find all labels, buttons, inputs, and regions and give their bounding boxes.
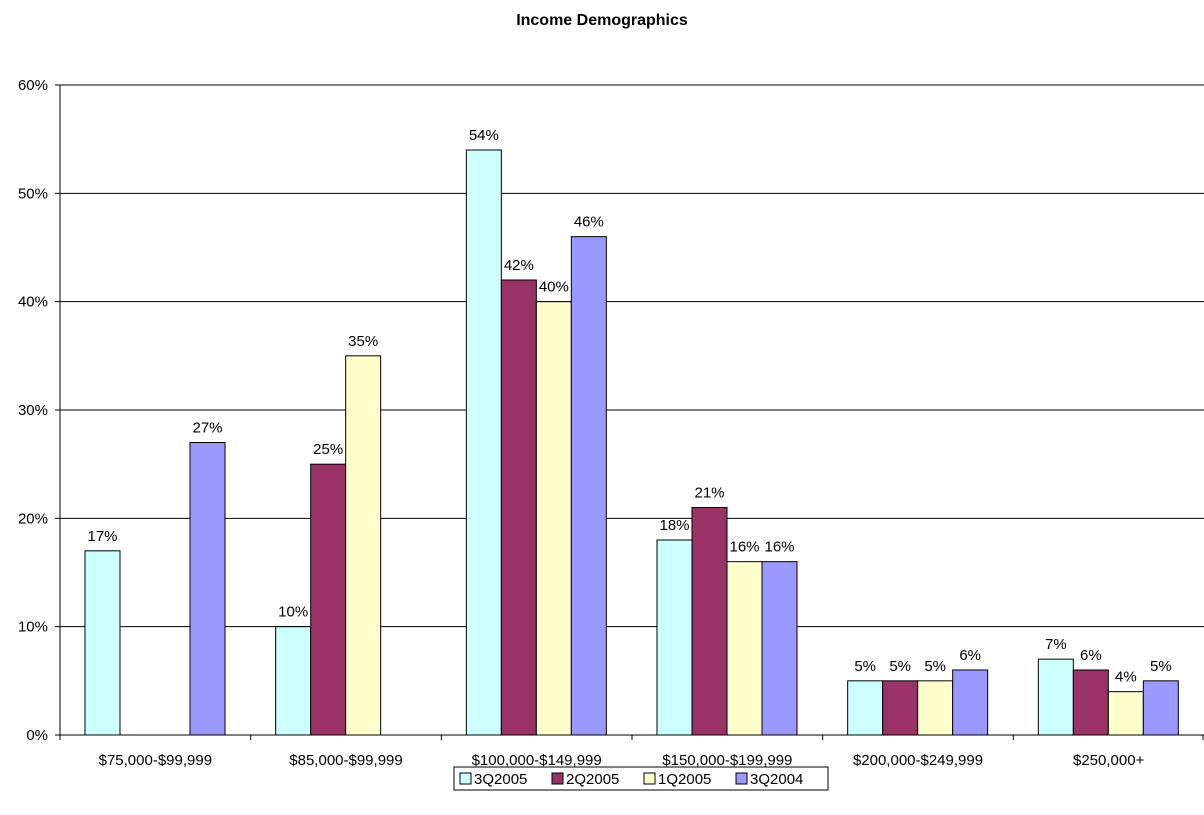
y-tick-label: 30% xyxy=(18,402,48,419)
data-label: 21% xyxy=(694,485,724,502)
data-label: 16% xyxy=(729,539,759,556)
y-tick-label: 20% xyxy=(18,510,48,527)
x-tick-label: $150,000-$199,999 xyxy=(662,752,792,769)
bar-1Q2005-4 xyxy=(917,680,954,736)
data-label: 6% xyxy=(959,647,981,664)
x-tick-label: $200,000-$249,999 xyxy=(853,752,983,769)
x-tick-label: $85,000-$99,999 xyxy=(289,752,402,769)
bar-3Q2004-3 xyxy=(761,561,798,736)
data-label: 5% xyxy=(924,658,946,675)
gridlines xyxy=(60,84,1204,628)
x-tick-label: $100,000-$149,999 xyxy=(472,752,602,769)
y-tick-label: 10% xyxy=(18,619,48,636)
y-tick-label: 0% xyxy=(26,727,48,744)
data-label: 17% xyxy=(87,528,117,545)
y-tick-label: 40% xyxy=(18,294,48,311)
bar-3Q2004-0 xyxy=(189,442,226,736)
data-label: 18% xyxy=(659,517,689,534)
bar-3Q2005-1 xyxy=(275,626,312,736)
chart-title: Income Demographics xyxy=(516,12,688,29)
data-label: 25% xyxy=(313,441,343,458)
bar-3Q2005-5 xyxy=(1037,658,1074,736)
bar-2Q2005-2 xyxy=(500,279,537,736)
legend: 3Q2005 2Q2005 1Q2005 3Q2004 xyxy=(453,766,829,791)
data-label: 6% xyxy=(1080,647,1102,664)
data-label: 42% xyxy=(504,257,534,274)
bar-2Q2005-1 xyxy=(310,463,347,736)
bar-3Q2004-2 xyxy=(570,236,607,736)
bar-3Q2005-3 xyxy=(656,539,693,736)
bar-3Q2005-0 xyxy=(84,550,121,736)
bar-2Q2005-4 xyxy=(882,680,919,736)
data-label: 5% xyxy=(889,658,911,675)
legend-swatch-2Q2005 xyxy=(551,772,564,785)
legend-label: 3Q2004 xyxy=(750,771,803,788)
legend-label: 1Q2005 xyxy=(658,771,711,788)
legend-swatch-3Q2005 xyxy=(459,772,472,785)
bar-3Q2004-4 xyxy=(952,669,989,736)
data-label: 35% xyxy=(348,333,378,350)
bar-1Q2005-1 xyxy=(345,355,382,736)
bar-3Q2005-4 xyxy=(847,680,884,736)
x-tick-label: $75,000-$99,999 xyxy=(99,752,212,769)
bar-3Q2004-5 xyxy=(1142,680,1179,736)
bar-1Q2005-3 xyxy=(726,561,763,736)
data-label: 5% xyxy=(1150,658,1172,675)
data-label: 54% xyxy=(469,127,499,144)
data-label: 16% xyxy=(764,539,794,556)
legend-swatch-1Q2005 xyxy=(643,772,656,785)
data-label: 7% xyxy=(1045,636,1067,653)
y-tick-label: 50% xyxy=(18,185,48,202)
data-labels: 17% 10% 54% 18% 5% 7% 25% 42% 21% 5% 6% 35% 40% 16% 5%… xyxy=(87,127,1171,686)
y-tick-label: 60% xyxy=(18,77,48,94)
data-label: 46% xyxy=(574,214,604,231)
bar-2Q2005-5 xyxy=(1072,669,1109,736)
axes: 0% 10% 20% 30% 40% 50% 60% $75,000-$99,999 $85,0… xyxy=(18,77,1204,769)
data-label: 27% xyxy=(192,420,222,437)
data-label: 40% xyxy=(539,279,569,296)
data-label: 4% xyxy=(1115,669,1137,686)
data-label: 10% xyxy=(278,604,308,621)
data-label: 5% xyxy=(854,658,876,675)
legend-box xyxy=(453,766,829,791)
bar-1Q2005-2 xyxy=(535,301,572,736)
bars xyxy=(84,149,1179,736)
legend-label: 2Q2005 xyxy=(566,771,619,788)
bar-2Q2005-3 xyxy=(691,507,728,736)
bar-3Q2005-2 xyxy=(465,149,502,736)
x-tick-label: $250,000+ xyxy=(1073,752,1145,769)
legend-swatch-3Q2004 xyxy=(735,772,748,785)
bar-1Q2005-5 xyxy=(1107,691,1144,736)
legend-label: 3Q2005 xyxy=(474,771,527,788)
